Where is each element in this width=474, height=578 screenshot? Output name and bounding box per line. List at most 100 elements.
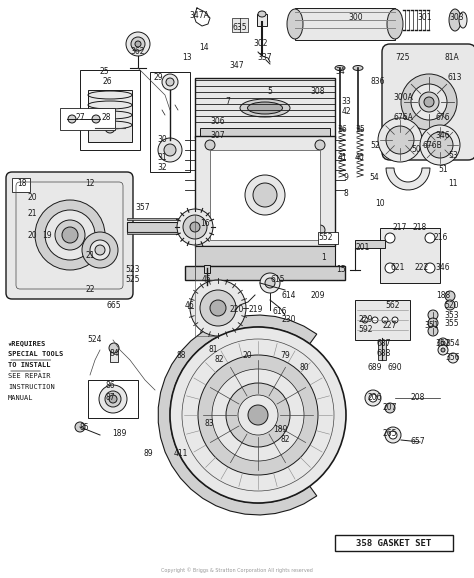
Text: 5: 5 xyxy=(267,87,273,97)
Text: 1: 1 xyxy=(322,253,327,261)
Text: 616: 616 xyxy=(273,307,287,317)
Text: 353: 353 xyxy=(445,310,459,320)
Circle shape xyxy=(419,92,439,112)
FancyBboxPatch shape xyxy=(195,246,335,266)
Circle shape xyxy=(389,431,397,439)
Text: 346: 346 xyxy=(436,131,450,139)
Circle shape xyxy=(105,391,121,407)
Ellipse shape xyxy=(387,9,403,39)
Text: 208: 208 xyxy=(411,394,425,402)
Text: 81A: 81A xyxy=(445,53,459,61)
Text: 523: 523 xyxy=(126,265,140,275)
Text: 621: 621 xyxy=(391,262,405,272)
Circle shape xyxy=(425,233,435,243)
FancyBboxPatch shape xyxy=(150,72,190,172)
Text: 22: 22 xyxy=(85,286,95,295)
Text: 562: 562 xyxy=(386,301,400,309)
Circle shape xyxy=(131,37,145,51)
Text: 16: 16 xyxy=(200,218,210,228)
Circle shape xyxy=(170,327,346,503)
Text: 206: 206 xyxy=(368,394,382,402)
Circle shape xyxy=(245,175,285,215)
Circle shape xyxy=(55,220,85,250)
Text: 52: 52 xyxy=(370,140,380,150)
FancyBboxPatch shape xyxy=(127,218,195,220)
Circle shape xyxy=(427,132,453,158)
Polygon shape xyxy=(386,168,430,190)
Text: 411: 411 xyxy=(174,449,188,458)
Text: 690: 690 xyxy=(388,364,402,372)
Circle shape xyxy=(420,125,460,165)
Text: 21: 21 xyxy=(85,250,95,260)
FancyBboxPatch shape xyxy=(127,222,195,232)
Circle shape xyxy=(200,290,236,326)
Circle shape xyxy=(248,405,268,425)
Circle shape xyxy=(365,390,381,406)
Text: 219: 219 xyxy=(249,306,263,314)
Circle shape xyxy=(164,144,176,156)
Text: 20: 20 xyxy=(27,231,37,239)
Circle shape xyxy=(424,97,434,107)
Text: 302: 302 xyxy=(254,39,268,49)
Text: 20: 20 xyxy=(242,350,252,360)
Text: 54: 54 xyxy=(369,173,379,183)
Text: 676A: 676A xyxy=(393,113,413,121)
Text: 25: 25 xyxy=(99,68,109,76)
Text: 29: 29 xyxy=(153,73,163,83)
Text: TO INSTALL: TO INSTALL xyxy=(8,362,51,368)
Circle shape xyxy=(92,115,100,123)
Circle shape xyxy=(448,353,458,363)
Circle shape xyxy=(438,345,448,355)
Circle shape xyxy=(205,225,215,235)
Text: 356: 356 xyxy=(446,354,460,362)
Text: 352: 352 xyxy=(436,339,450,347)
Text: 81: 81 xyxy=(208,346,218,354)
Text: SPECIAL TOOLS: SPECIAL TOOLS xyxy=(8,351,63,357)
Text: 665: 665 xyxy=(107,301,121,309)
Text: 592: 592 xyxy=(359,325,373,335)
Text: 552: 552 xyxy=(319,234,333,243)
Text: 687: 687 xyxy=(377,339,391,347)
Text: 12: 12 xyxy=(85,179,95,187)
Text: 300A: 300A xyxy=(393,92,413,102)
Circle shape xyxy=(205,140,215,150)
Circle shape xyxy=(315,225,325,235)
Circle shape xyxy=(105,123,115,133)
Text: 189: 189 xyxy=(273,425,287,435)
Circle shape xyxy=(445,300,455,310)
Circle shape xyxy=(238,395,278,435)
FancyBboxPatch shape xyxy=(127,232,195,234)
Text: 347A: 347A xyxy=(189,10,209,20)
Circle shape xyxy=(438,338,448,348)
Text: 351: 351 xyxy=(425,320,439,329)
Circle shape xyxy=(411,84,447,120)
Text: 18: 18 xyxy=(17,179,27,187)
Circle shape xyxy=(109,343,119,353)
Text: ★REQUIRES: ★REQUIRES xyxy=(8,340,46,346)
FancyBboxPatch shape xyxy=(195,78,335,138)
Text: 635: 635 xyxy=(233,23,247,31)
Ellipse shape xyxy=(459,12,467,28)
Circle shape xyxy=(126,32,150,56)
Circle shape xyxy=(386,126,414,154)
Text: 207: 207 xyxy=(383,403,397,413)
Circle shape xyxy=(109,395,117,403)
Circle shape xyxy=(378,118,422,162)
Text: 28: 28 xyxy=(101,113,111,121)
Text: 520: 520 xyxy=(445,301,459,309)
Text: 85: 85 xyxy=(79,423,89,432)
Text: 615: 615 xyxy=(271,276,285,284)
Circle shape xyxy=(445,291,455,301)
Circle shape xyxy=(382,317,388,323)
Text: 689: 689 xyxy=(368,364,382,372)
Text: 307: 307 xyxy=(210,131,225,139)
Circle shape xyxy=(62,227,78,243)
Text: 218: 218 xyxy=(413,224,427,232)
Circle shape xyxy=(90,240,110,260)
Circle shape xyxy=(385,403,395,413)
Circle shape xyxy=(265,278,275,288)
Circle shape xyxy=(428,318,438,328)
Circle shape xyxy=(428,326,438,336)
Text: 217: 217 xyxy=(393,224,407,232)
Circle shape xyxy=(183,215,207,239)
